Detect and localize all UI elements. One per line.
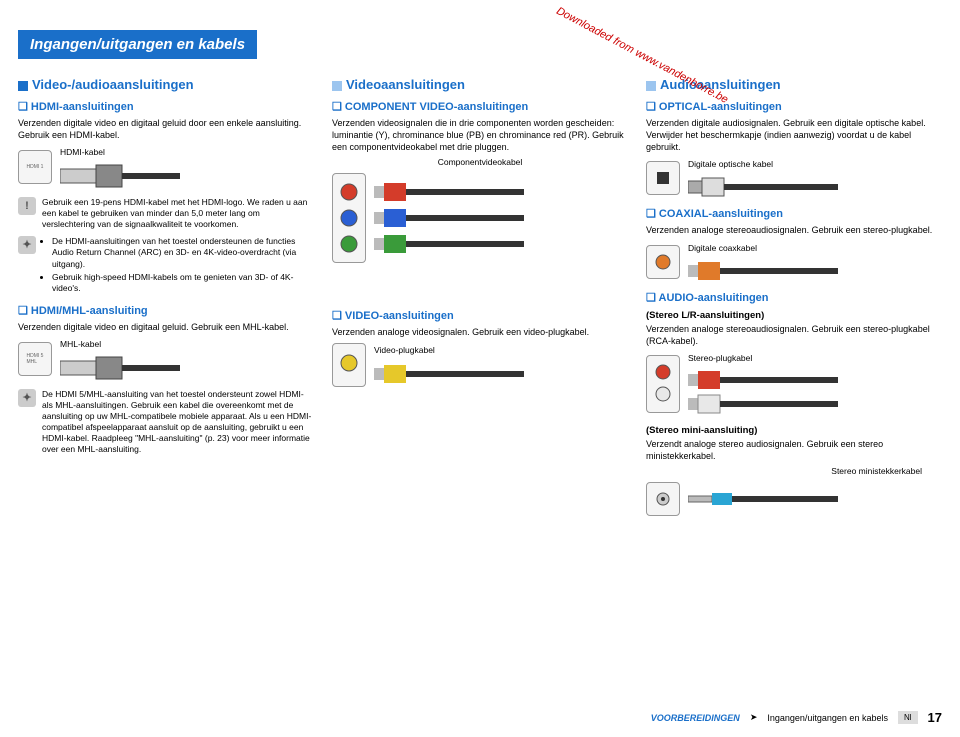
mini-plug-icon: [688, 488, 838, 510]
cap-mhl: MHL-kabel: [60, 339, 314, 349]
content-grid: Video-/audioaansluitingen HDMI-aansluiti…: [0, 71, 960, 524]
h3-video: VIDEO-aansluitingen: [332, 309, 628, 322]
footer-arrow-icon: ➤: [750, 712, 758, 723]
coax-port-icon: [646, 245, 680, 279]
tip-icon-2: ✦: [18, 389, 36, 407]
cap-coax: Digitale coaxkabel: [688, 243, 942, 253]
cap-hdmi: HDMI-kabel: [60, 147, 314, 157]
p-stereo-mini: Verzendt analoge stereo audiosignalen. G…: [646, 438, 942, 462]
footer: VOORBEREIDINGEN ➤ Ingangen/uitgangen en …: [651, 710, 942, 725]
note-hdmi2a: De HDMI-aansluitingen van het toestel on…: [52, 236, 314, 269]
h3-component: COMPONENT VIDEO-aansluitingen: [332, 100, 628, 113]
col-audio: Audioaansluitingen OPTICAL-aansluitingen…: [646, 71, 942, 524]
h3-hdmi: HDMI-aansluitingen: [18, 100, 314, 113]
video-port-icon: [332, 343, 366, 387]
cap-stereo: Stereo-plugkabel: [688, 353, 942, 363]
h2-video: Videoaansluitingen: [332, 77, 628, 92]
stereo-plug-icon: [688, 369, 838, 417]
col-video-audio: Video-/audioaansluitingen HDMI-aansluiti…: [18, 71, 314, 524]
p-stereo-lr: Verzenden analoge stereoaudiosignalen. G…: [646, 323, 942, 347]
optical-port-icon: [646, 161, 680, 195]
optical-plug-icon: [688, 175, 838, 199]
note-mhl: De HDMI 5/MHL-aansluiting van het toeste…: [42, 389, 314, 455]
cap-mini: Stereo ministekkerkabel: [646, 466, 942, 476]
tip-icon: ✦: [18, 236, 36, 254]
h3-mhl: HDMI/MHL-aansluiting: [18, 304, 314, 317]
footer-section: VOORBEREIDINGEN: [651, 713, 740, 723]
sub-stereo-lr: (Stereo L/R-aansluitingen): [646, 310, 942, 321]
cap-component: Componentvideokabel: [332, 157, 628, 167]
h2-video-audio: Video-/audioaansluitingen: [18, 77, 314, 92]
mhl-port-icon: HDMI 5MHL: [18, 342, 52, 376]
footer-page-title: Ingangen/uitgangen en kabels: [767, 713, 888, 723]
component-port-icon: [332, 173, 366, 263]
mini-port-icon: [646, 482, 680, 516]
p-hdmi: Verzenden digitale video en digitaal gel…: [18, 117, 314, 141]
footer-page-number: 17: [928, 710, 942, 725]
mhl-plug-icon: [60, 355, 180, 381]
stereo-port-icon: [646, 355, 680, 413]
h3-optical: OPTICAL-aansluitingen: [646, 100, 942, 113]
p-video: Verzenden analoge videosignalen. Gebruik…: [332, 326, 628, 338]
p-optical: Verzenden digitale audiosignalen. Gebrui…: [646, 117, 942, 153]
cap-optical: Digitale optische kabel: [688, 159, 942, 169]
footer-lang: Nl: [898, 711, 918, 724]
p-component: Verzenden videosignalen die in drie comp…: [332, 117, 628, 153]
hdmi-plug-icon: [60, 163, 180, 189]
hdmi-port-icon: HDMI 1: [18, 150, 52, 184]
sub-stereo-mini: (Stereo mini-aansluiting): [646, 425, 942, 436]
info-icon: !: [18, 197, 36, 215]
p-mhl: Verzenden digitale video en digitaal gel…: [18, 321, 314, 333]
h3-audio: AUDIO-aansluitingen: [646, 291, 942, 304]
cap-video: Video-plugkabel: [374, 345, 628, 355]
h3-coaxial: COAXIAL-aansluitingen: [646, 207, 942, 220]
note-hdmi2b: Gebruik high-speed HDMI-kabels om te gen…: [52, 272, 314, 294]
video-plug-icon: [374, 361, 524, 387]
p-coaxial: Verzenden analoge stereoaudiosignalen. G…: [646, 224, 942, 236]
col-video: Videoaansluitingen COMPONENT VIDEO-aansl…: [332, 71, 628, 524]
page-header: Ingangen/uitgangen en kabels: [18, 30, 257, 59]
coax-plug-icon: [688, 259, 838, 283]
note-hdmi1: Gebruik een 19-pens HDMI-kabel met het H…: [42, 197, 314, 230]
component-plug-icon: [374, 179, 524, 257]
